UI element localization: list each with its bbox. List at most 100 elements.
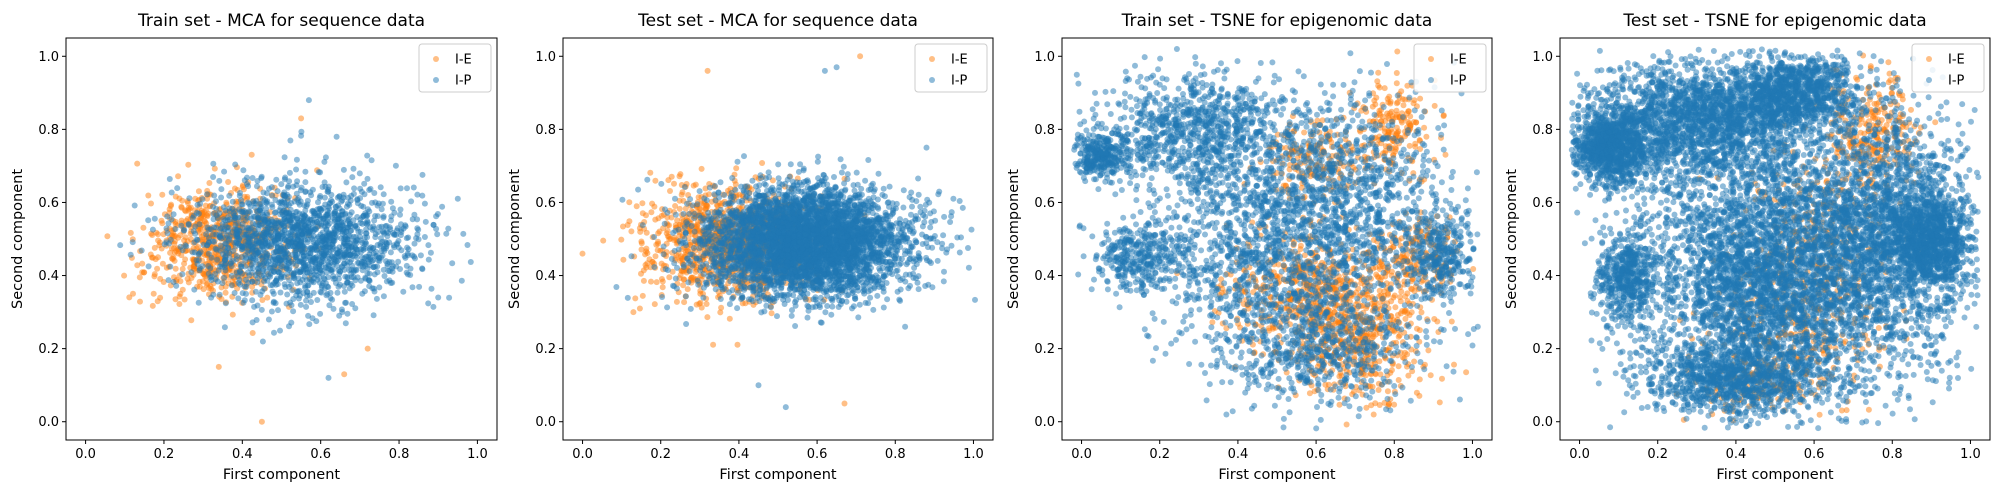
x-tick-label: 0.6 xyxy=(310,447,331,462)
data-point xyxy=(275,307,281,314)
data-point xyxy=(367,185,374,192)
data-point xyxy=(315,233,322,240)
data-point xyxy=(388,198,395,205)
data-point xyxy=(374,213,381,220)
data-point xyxy=(419,192,426,199)
data-point xyxy=(837,156,844,163)
data-point xyxy=(726,301,733,308)
data-point xyxy=(643,264,650,271)
data-point xyxy=(210,203,216,210)
data-point xyxy=(346,251,353,258)
data-point xyxy=(400,288,407,295)
data-point xyxy=(380,266,387,273)
data-point xyxy=(234,226,241,233)
data-point xyxy=(350,233,357,240)
data-point xyxy=(348,244,355,251)
data-point xyxy=(199,196,206,203)
data-point xyxy=(900,204,907,211)
data-point xyxy=(258,201,265,208)
data-point xyxy=(858,185,865,192)
data-point xyxy=(359,254,366,261)
data-point xyxy=(350,217,357,224)
data-point xyxy=(210,160,217,167)
data-point xyxy=(703,260,710,267)
data-point xyxy=(197,249,204,256)
data-point xyxy=(181,296,188,303)
data-point xyxy=(346,285,353,292)
data-point xyxy=(239,290,246,297)
data-point xyxy=(357,195,364,202)
data-point xyxy=(349,174,356,181)
data-point xyxy=(409,216,416,223)
data-point xyxy=(286,209,293,216)
data-point xyxy=(954,234,961,241)
data-point xyxy=(651,301,658,308)
data-point xyxy=(419,265,426,272)
data-point xyxy=(127,251,134,258)
data-point xyxy=(140,224,147,231)
data-point xyxy=(851,187,858,194)
data-point xyxy=(306,254,313,261)
data-point xyxy=(341,288,348,295)
data-point xyxy=(317,169,324,176)
data-point xyxy=(261,285,268,292)
data-point xyxy=(258,242,265,249)
data-point xyxy=(219,263,226,270)
data-point xyxy=(391,231,397,238)
data-point xyxy=(430,303,437,310)
data-point xyxy=(706,184,713,191)
data-point xyxy=(176,301,183,307)
data-point xyxy=(228,263,235,269)
data-point xyxy=(300,253,307,260)
data-point xyxy=(263,199,270,206)
data-point xyxy=(703,301,710,307)
data-point xyxy=(875,170,882,177)
data-point xyxy=(381,247,388,254)
data-point xyxy=(252,257,259,264)
data-point xyxy=(210,291,217,298)
data-point xyxy=(172,226,179,232)
data-point xyxy=(464,242,471,248)
data-point xyxy=(178,217,185,224)
data-point xyxy=(408,198,415,205)
data-point xyxy=(334,250,341,257)
data-point xyxy=(425,300,432,307)
data-point xyxy=(182,256,189,263)
data-point xyxy=(721,192,728,198)
data-point xyxy=(332,203,339,210)
data-point xyxy=(419,171,426,178)
data-point xyxy=(232,161,239,168)
data-point xyxy=(249,330,256,336)
data-point xyxy=(357,216,364,223)
data-point xyxy=(264,277,271,284)
data-point xyxy=(238,201,245,208)
data-point xyxy=(374,242,381,248)
data-point xyxy=(182,234,189,241)
data-point xyxy=(340,243,346,250)
data-point xyxy=(316,274,323,281)
data-point xyxy=(205,263,212,269)
data-point xyxy=(674,217,681,224)
data-point xyxy=(279,220,286,227)
data-point xyxy=(371,271,378,278)
data-point xyxy=(681,299,688,306)
data-point xyxy=(186,195,193,202)
data-point xyxy=(380,228,386,235)
data-point xyxy=(652,253,659,260)
data-point xyxy=(434,231,441,238)
data-point xyxy=(433,213,440,220)
data-point xyxy=(286,277,293,284)
data-point xyxy=(301,202,308,209)
data-point xyxy=(139,260,146,267)
data-point xyxy=(303,297,310,304)
data-point xyxy=(340,166,347,173)
data-point xyxy=(264,211,271,218)
data-point xyxy=(378,206,385,213)
data-point xyxy=(372,234,379,241)
data-point xyxy=(309,315,316,322)
data-point xyxy=(628,228,635,235)
data-point xyxy=(215,363,222,370)
points-layer xyxy=(104,97,474,425)
data-point xyxy=(310,233,317,239)
data-point xyxy=(397,211,403,218)
